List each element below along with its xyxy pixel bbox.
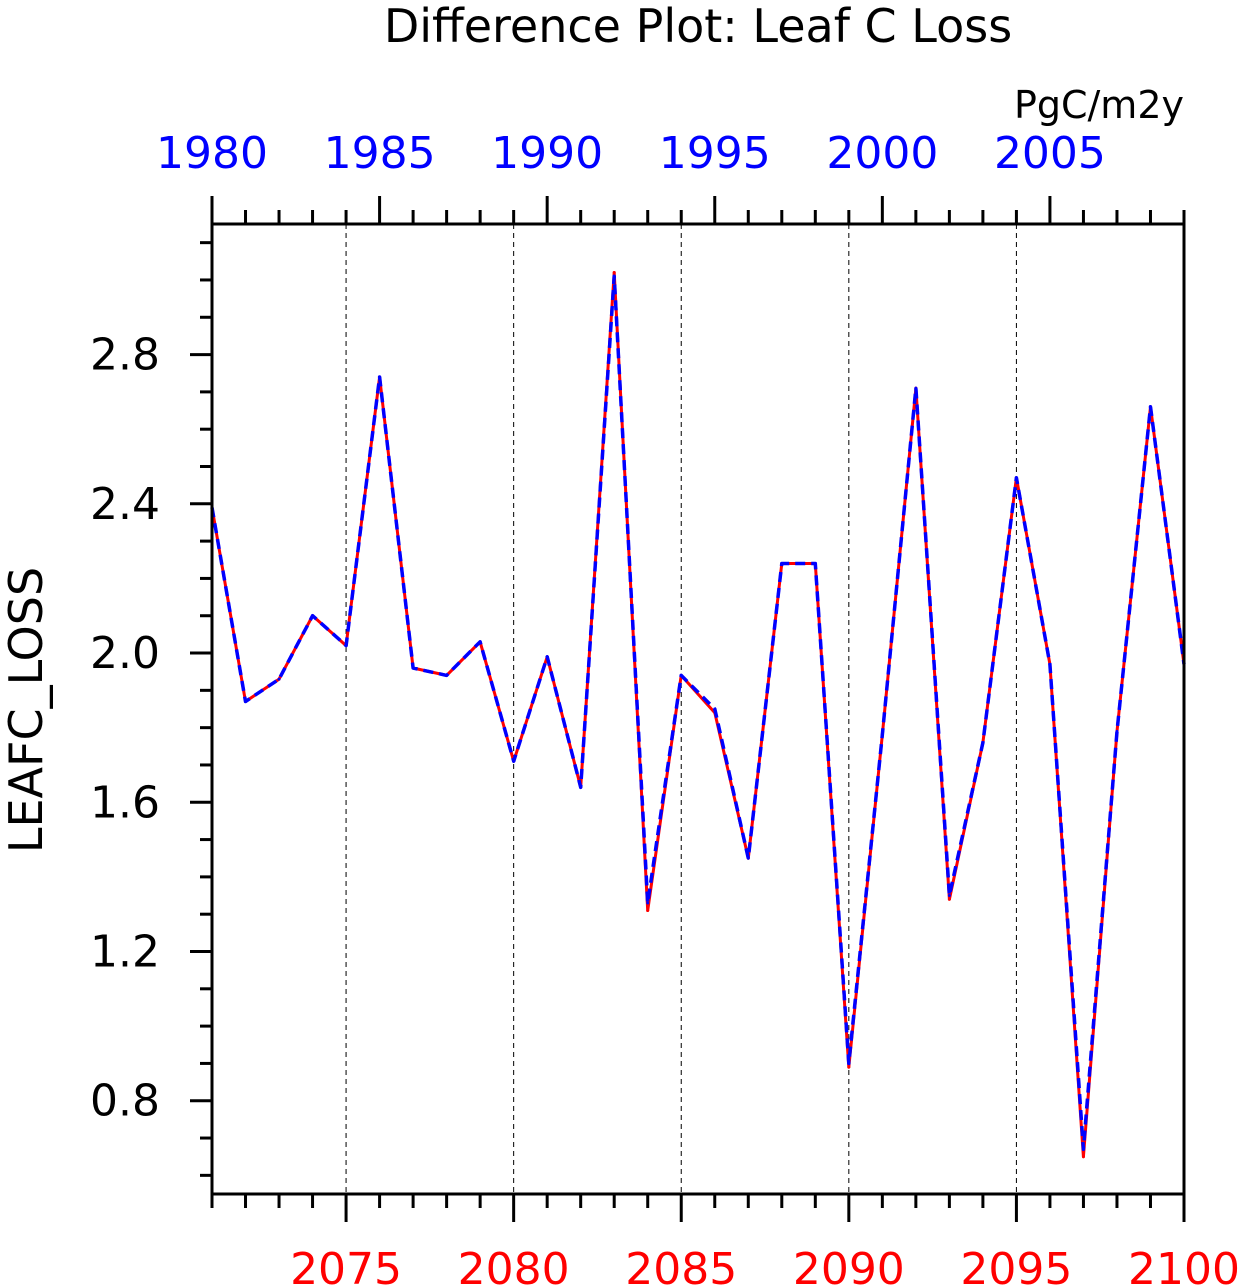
data-point [646, 908, 650, 912]
data-point [612, 271, 616, 274]
y-tick-label: 2.8 [90, 330, 160, 381]
y-tick-label: 0.8 [90, 1076, 160, 1127]
data-point [1081, 1155, 1085, 1159]
data-point [713, 707, 717, 711]
data-point [445, 673, 449, 677]
x-tick-label-bottom: 2090 [793, 1244, 905, 1286]
data-point [545, 655, 549, 659]
x-tick-label-top: 1980 [156, 128, 268, 179]
data-point [646, 901, 650, 905]
data-point [244, 700, 248, 704]
x-tick-label-top: 1990 [491, 128, 603, 179]
data-point [679, 673, 683, 677]
data-point [947, 897, 951, 901]
data-point [981, 741, 985, 745]
x-tick-label-bottom: 2080 [458, 1244, 570, 1286]
y-tick-label: 1.6 [90, 777, 160, 828]
x-tick-label-bottom: 2100 [1128, 1244, 1240, 1286]
axis-ticks [190, 196, 1186, 1222]
y-tick-label: 2.0 [90, 628, 160, 679]
x-tick-label-top: 1995 [659, 128, 771, 179]
y-tick-label: 1.2 [90, 927, 160, 978]
data-point [579, 785, 583, 789]
data-point [1081, 1147, 1085, 1151]
x-tick-label-bottom: 2085 [625, 1244, 737, 1286]
x-tick-label-bottom: 2095 [960, 1244, 1072, 1286]
series-line-red [210, 271, 1186, 1159]
x-tick-label-top: 2000 [826, 128, 938, 179]
data-point [914, 386, 918, 390]
tick-labels: 2075 2080 2085 2090 2095 2100 1980 1985 1990 1995… [90, 128, 1240, 1286]
data-point [780, 562, 784, 565]
y-tick-label: 2.4 [90, 479, 160, 530]
data-point [344, 644, 348, 648]
series-lines [210, 271, 1186, 1159]
x-tick-label-top: 1985 [324, 128, 436, 179]
data-point [1115, 729, 1119, 733]
data-point [411, 666, 415, 670]
data-point [847, 1065, 851, 1069]
data-point [1048, 662, 1052, 666]
data-point [612, 274, 616, 278]
data-point [847, 1061, 851, 1065]
grid-lines [345, 224, 1017, 1194]
y-axis-label: LEAFC_LOSS [0, 567, 53, 853]
data-point [378, 375, 382, 379]
x-tick-label-top: 2005 [994, 128, 1106, 179]
data-point [813, 562, 817, 565]
data-point [478, 640, 482, 644]
series-line-blue [210, 274, 1186, 1151]
data-point [512, 759, 516, 763]
data-point [277, 677, 281, 681]
data-point [746, 856, 750, 860]
x-tick-label-bottom: 2075 [290, 1244, 402, 1286]
chart-title: Difference Plot: Leaf C Loss [384, 0, 1012, 53]
data-point [1148, 405, 1152, 409]
data-point [1014, 476, 1018, 480]
units-label: PgC/m2y [1014, 83, 1184, 127]
data-point [947, 894, 951, 898]
plot-frame [210, 222, 1186, 1196]
data-point [880, 733, 884, 737]
data-point [311, 614, 315, 618]
